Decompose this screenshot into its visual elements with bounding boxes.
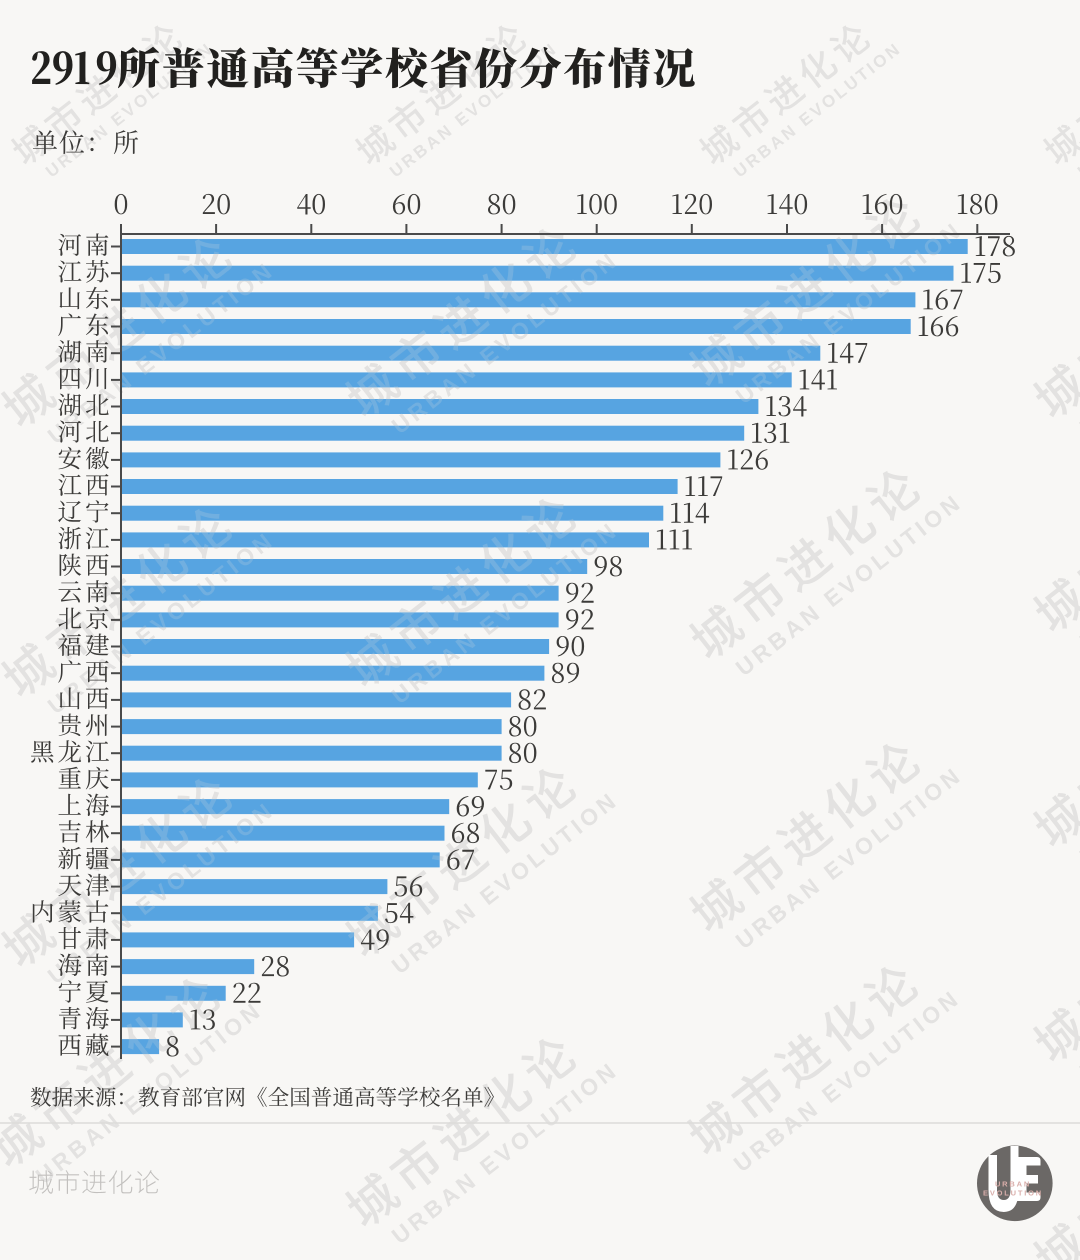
svg-text:URBAN: URBAN	[995, 1180, 1031, 1189]
svg-text:EVOLUTION: EVOLUTION	[983, 1189, 1043, 1198]
